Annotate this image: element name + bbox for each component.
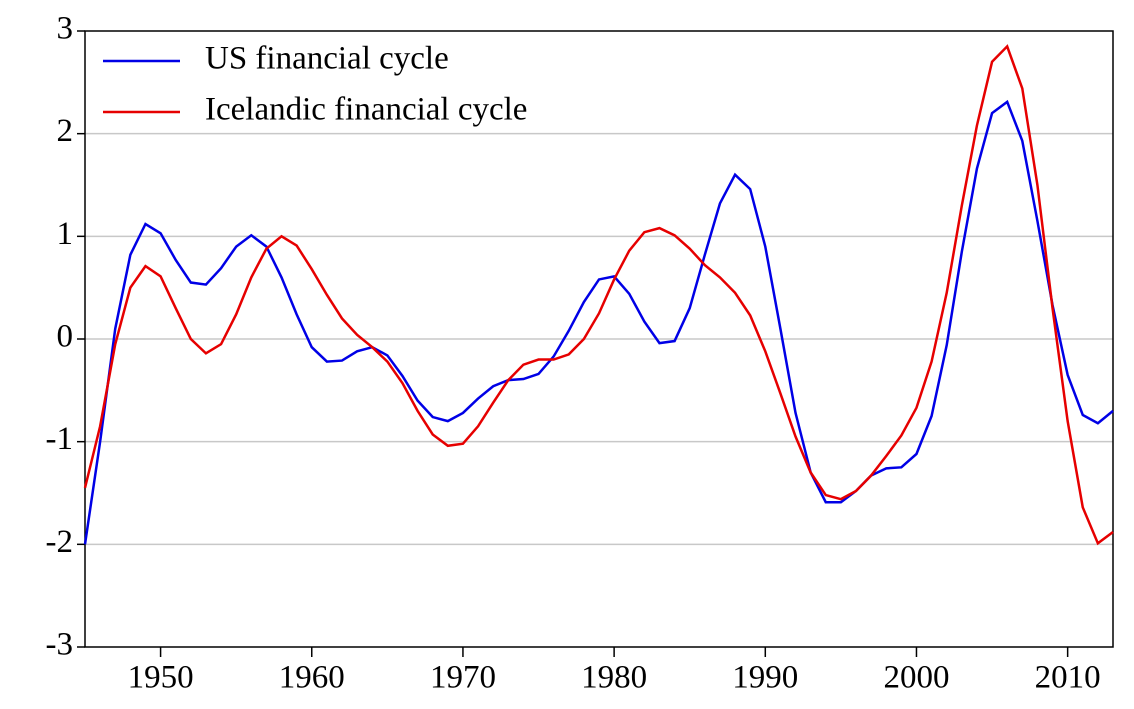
legend-label: US financial cycle xyxy=(205,41,449,77)
x-tick-label: 2000 xyxy=(883,660,949,696)
x-tick-label: 1980 xyxy=(581,660,647,696)
plot-frame xyxy=(84,30,1114,648)
y-tick-label: 3 xyxy=(57,11,74,47)
y-tick-label: -1 xyxy=(46,421,74,457)
x-tick-label: 2010 xyxy=(1035,660,1101,696)
x-tick-label: 1990 xyxy=(732,660,798,696)
y-tick-label: -3 xyxy=(46,627,74,663)
data-line xyxy=(83,99,1114,545)
x-tick-label: 1960 xyxy=(279,660,345,696)
y-tick-label: 1 xyxy=(57,216,74,252)
y-tick-label: 2 xyxy=(57,113,74,149)
x-tick-label: 1950 xyxy=(128,660,194,696)
y-tick-label: 0 xyxy=(57,319,74,355)
y-tick-label: -2 xyxy=(46,524,74,560)
legend-label: Icelandic financial cycle xyxy=(205,92,527,128)
x-tick-label: 1970 xyxy=(430,660,496,696)
data-line xyxy=(83,44,1114,546)
